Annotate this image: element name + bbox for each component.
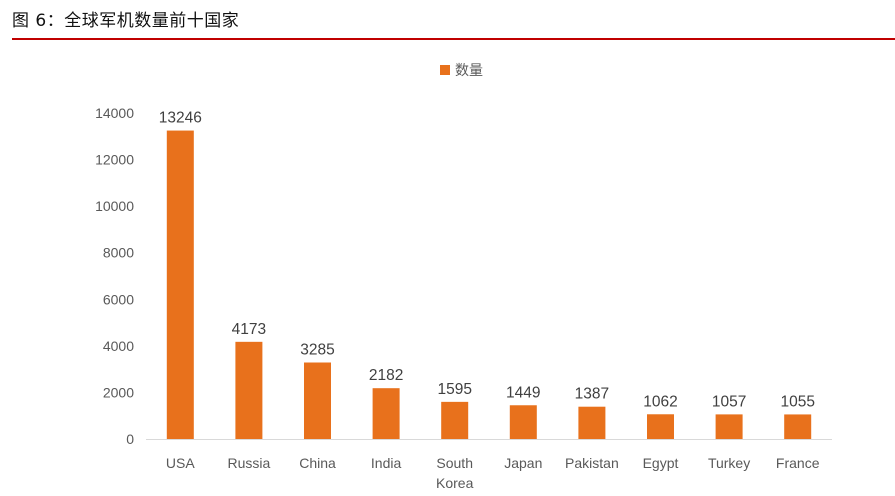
figure-title: 图 6：全球军机数量前十国家 <box>12 11 240 31</box>
x-tick-label: South <box>436 455 473 471</box>
bar <box>715 414 743 439</box>
data-label: 2182 <box>369 367 403 384</box>
data-label: 13246 <box>159 110 202 127</box>
data-label: 1595 <box>437 381 471 398</box>
data-labels: 13246 4173 3285 2182 1595 1449 1387 1062 1057 105… <box>159 110 815 411</box>
data-label: 1449 <box>506 384 540 401</box>
x-tick-label: Pakistan <box>565 455 619 471</box>
data-label: 3285 <box>300 342 334 359</box>
data-label: 4173 <box>232 321 266 338</box>
bar <box>578 406 606 439</box>
bar <box>235 341 263 439</box>
x-tick-label: Korea <box>436 475 474 491</box>
bar <box>509 405 537 439</box>
x-tick-label: USA <box>166 455 195 471</box>
y-tick-label: 0 <box>126 431 134 447</box>
data-label: 1055 <box>780 393 814 410</box>
x-tick-label: France <box>776 455 820 471</box>
title-divider <box>12 38 895 40</box>
legend-label: 数量 <box>455 63 483 79</box>
y-tick-label: 8000 <box>103 245 134 261</box>
bar <box>166 130 194 439</box>
legend-swatch <box>440 65 450 75</box>
bars <box>166 130 812 439</box>
bar <box>441 401 469 439</box>
y-tick-label: 14000 <box>95 105 134 121</box>
y-tick-label: 6000 <box>103 291 134 307</box>
bar <box>647 414 674 439</box>
bar <box>784 414 812 439</box>
data-label: 1062 <box>643 393 677 410</box>
y-tick-label: 10000 <box>95 198 134 214</box>
x-tick-label: Japan <box>504 455 542 471</box>
x-tick-label: Egypt <box>643 455 679 471</box>
x-tick-label: Turkey <box>708 455 750 471</box>
x-tick-label: Russia <box>228 455 271 471</box>
y-tick-label: 12000 <box>95 152 134 168</box>
legend: 数量 <box>440 63 483 79</box>
y-tick-label: 4000 <box>103 338 134 354</box>
data-label: 1387 <box>575 386 609 403</box>
bar <box>304 362 331 439</box>
bar <box>372 388 400 439</box>
data-label: 1057 <box>712 393 746 410</box>
x-tick-label: India <box>371 455 402 471</box>
y-axis: 0 2000 4000 6000 8000 10000 12000 14000 <box>95 105 134 447</box>
x-tick-label: China <box>299 455 336 471</box>
x-axis: USA Russia China India South Korea Japan Pakist… <box>146 439 832 491</box>
y-tick-label: 2000 <box>103 384 134 400</box>
